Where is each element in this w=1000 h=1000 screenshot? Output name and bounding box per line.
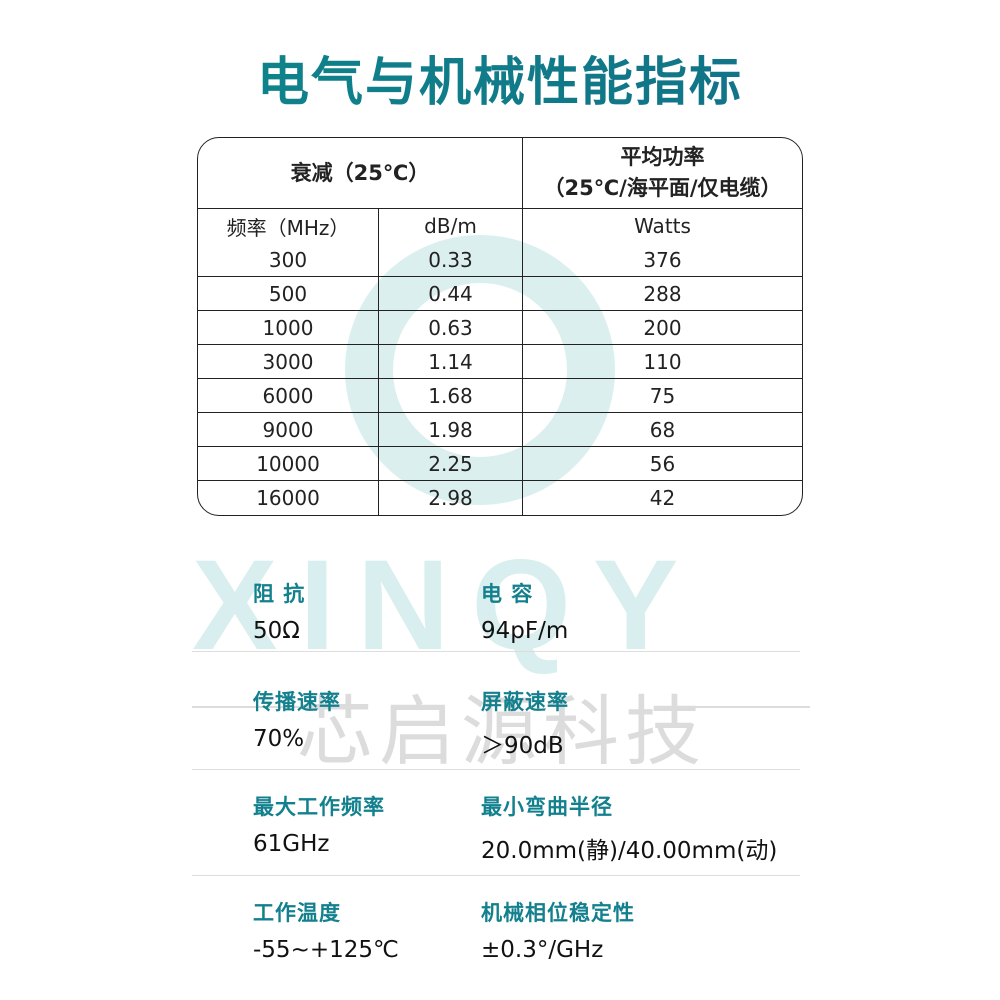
- cell-watts: 110: [523, 345, 802, 379]
- spec-label: 最大工作频率: [253, 795, 385, 819]
- table-row: 6000 1.68 75: [198, 379, 802, 413]
- divider: [192, 651, 800, 652]
- spec-value: 50Ω: [253, 618, 300, 644]
- cell-db: 2.25: [379, 447, 523, 481]
- cell-freq: 9000: [198, 413, 379, 447]
- cell-freq: 300: [198, 243, 379, 277]
- spec-item: 工作温度 -55~+125℃: [253, 897, 399, 963]
- table-row: 300 0.33 376: [198, 243, 802, 277]
- spec-item: 阻 抗 50Ω: [253, 578, 305, 644]
- spec-item: 最小弯曲半径 20.0mm(静)/40.00mm(动): [481, 791, 777, 865]
- table-row: 9000 1.98 68: [198, 413, 802, 447]
- spec-value: 61GHz: [253, 831, 330, 857]
- spec-value: 20.0mm(静)/40.00mm(动): [481, 838, 778, 864]
- spec-label: 阻 抗: [253, 582, 306, 606]
- spec-item: 最大工作频率 61GHz: [253, 791, 385, 857]
- page-title: 电气与机械性能指标: [0, 40, 1000, 115]
- header-power: 平均功率 （25℃/海平面/仅电缆）: [523, 138, 802, 209]
- cell-db: 0.33: [379, 243, 523, 277]
- cell-freq: 1000: [198, 311, 379, 345]
- cell-db: 1.98: [379, 413, 523, 447]
- header-power-line2: （25℃/海平面/仅电缆）: [543, 176, 782, 200]
- spec-item: 屏蔽速率 ＞90dB: [481, 686, 569, 760]
- cell-watts: 68: [523, 413, 802, 447]
- cell-freq: 500: [198, 277, 379, 311]
- col-watts: Watts: [634, 214, 691, 238]
- spec-value: ±0.3°/GHz: [481, 937, 604, 963]
- spec-value: 70%: [253, 726, 305, 752]
- spec-label: 传播速率: [253, 690, 341, 714]
- watermark-logo-text: XINQY: [192, 534, 701, 677]
- watermark-company: 芯启源科技: [297, 687, 707, 776]
- cell-watts: 75: [523, 379, 802, 413]
- header-attenuation: 衰减（25℃）: [198, 138, 523, 209]
- spec-item: 传播速率 70%: [253, 686, 341, 752]
- spec-item: 机械相位稳定性 ±0.3°/GHz: [481, 897, 635, 963]
- cell-freq: 6000: [198, 379, 379, 413]
- spec-value: -55~+125℃: [253, 937, 399, 963]
- cell-watts: 42: [649, 486, 676, 510]
- divider: [192, 769, 800, 770]
- spec-item: 电 容 94pF/m: [481, 578, 568, 644]
- spec-value: 94pF/m: [481, 618, 569, 644]
- spec-label: 工作温度: [253, 901, 341, 925]
- cell-watts: 288: [523, 277, 802, 311]
- cell-db: 1.68: [379, 379, 523, 413]
- spec-label: 电 容: [481, 582, 534, 606]
- table-row: 16000 2.98 42: [198, 481, 802, 515]
- table-row: 3000 1.14 110: [198, 345, 802, 379]
- table-row: 10000 2.25 56: [198, 447, 802, 481]
- attenuation-power-table: 衰减（25℃） 平均功率 （25℃/海平面/仅电缆） 频率（MHz） dB/m W…: [197, 137, 803, 516]
- spec-label: 机械相位稳定性: [481, 901, 635, 925]
- cell-freq: 3000: [198, 345, 379, 379]
- table-row: 1000 0.63 200: [198, 311, 802, 345]
- col-db: dB/m: [379, 209, 523, 243]
- divider: [192, 875, 800, 876]
- spec-value: ＞90dB: [481, 733, 564, 759]
- cell-freq: 16000: [198, 481, 379, 515]
- cell-watts: 376: [523, 243, 802, 277]
- cell-db: 0.63: [379, 311, 523, 345]
- watermark-line-left: [192, 706, 322, 708]
- col-freq: 频率（MHz）: [198, 209, 379, 243]
- header-power-line1: 平均功率: [620, 145, 705, 169]
- cell-db: 2.98: [379, 481, 523, 515]
- spec-label: 屏蔽速率: [481, 690, 569, 714]
- spec-label: 最小弯曲半径: [481, 795, 613, 819]
- cell-db: 1.14: [379, 345, 523, 379]
- cell-freq: 10000: [198, 447, 379, 481]
- cell-watts: 56: [523, 447, 802, 481]
- table-row: 500 0.44 288: [198, 277, 802, 311]
- watermark-line-right: [680, 706, 810, 708]
- cell-watts: 200: [523, 311, 802, 345]
- cell-db: 0.44: [379, 277, 523, 311]
